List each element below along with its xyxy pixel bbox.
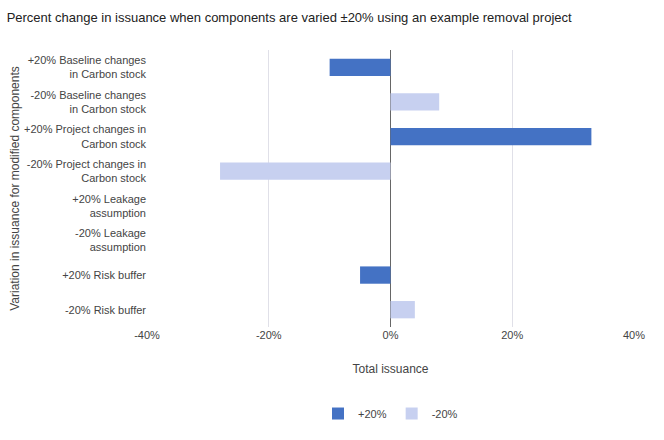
svg-text:+20% Project changes inCarbon: +20% Project changes inCarbon stock xyxy=(24,123,146,149)
svg-text:20%: 20% xyxy=(501,329,523,341)
svg-text:-20%: -20% xyxy=(256,329,282,341)
svg-text:Percent change in issuance whe: Percent change in issuance when componen… xyxy=(7,10,572,25)
svg-text:Variation in issuance for modi: Variation in issuance for modified compo… xyxy=(8,66,22,311)
svg-text:+20% Baseline changesin Carbon: +20% Baseline changesin Carbon stock xyxy=(28,54,147,80)
svg-text:-20% Risk buffer: -20% Risk buffer xyxy=(65,304,146,316)
svg-text:-40%: -40% xyxy=(134,329,160,341)
svg-text:0%: 0% xyxy=(383,329,399,341)
svg-text:-20% Leakageassumption: -20% Leakageassumption xyxy=(75,227,146,253)
svg-text:+20% Risk buffer: +20% Risk buffer xyxy=(62,269,146,281)
svg-text:-20% Baseline changesin Carbon: -20% Baseline changesin Carbon stock xyxy=(30,89,146,115)
svg-text:-20% Project changes inCarbon: -20% Project changes inCarbon stock xyxy=(27,158,147,184)
svg-text:40%: 40% xyxy=(623,329,645,341)
svg-text:Total issuance: Total issuance xyxy=(352,362,428,376)
svg-text:+20% Leakageassumption: +20% Leakageassumption xyxy=(72,193,146,219)
svg-text:+20%: +20% xyxy=(358,408,387,420)
svg-text:-20%: -20% xyxy=(432,408,458,420)
